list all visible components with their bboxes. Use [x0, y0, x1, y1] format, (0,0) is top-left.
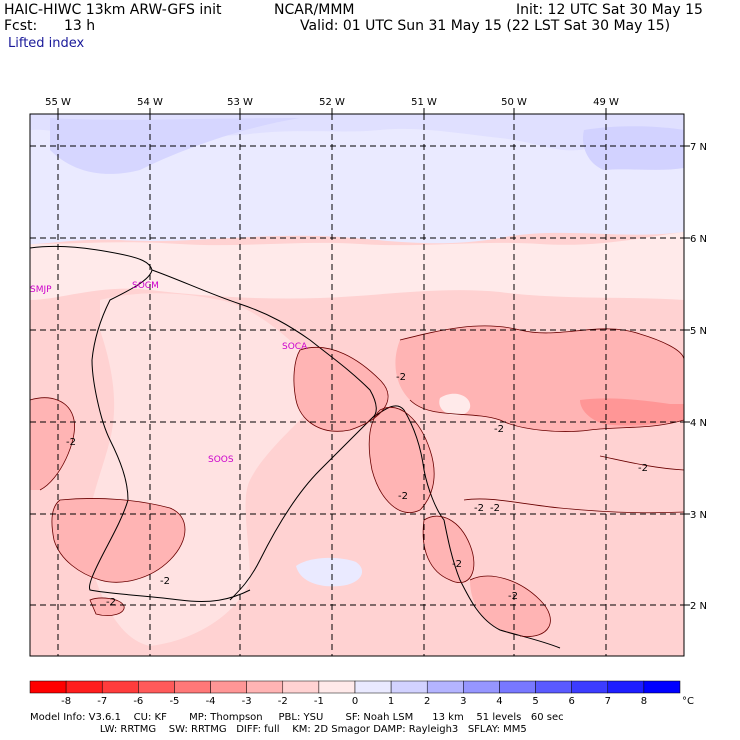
map-frame [29, 113, 685, 657]
contour-label: -2 [474, 503, 484, 514]
lon-label: 50 W [501, 97, 527, 108]
station-label: SOOS [208, 455, 234, 465]
contour-label: -2 [452, 559, 462, 570]
colorbar-tick-label: -5 [169, 696, 179, 707]
contour-lines [30, 325, 684, 637]
lon-label: 54 W [137, 97, 163, 108]
lon-label: 53 W [227, 97, 253, 108]
colorbar-swatch [138, 680, 175, 694]
model-info-line-1: Model Info: V3.6.1 CU: KF MP: Thompson P… [30, 712, 564, 723]
lat-label: 5 N [690, 326, 707, 337]
colorbar-tick-label: -4 [206, 696, 216, 707]
lat-label: 2 N [690, 601, 707, 612]
colorbar-tick-label: -2 [278, 696, 288, 707]
colorbar-swatch [535, 680, 572, 694]
colorbar-tick-label: -3 [242, 696, 252, 707]
colorbar-tick-label: 6 [568, 696, 574, 707]
colorbar-swatch [390, 680, 428, 694]
coastline [30, 245, 561, 649]
axis-ticks [57, 108, 690, 606]
contour-label: -2 [160, 576, 170, 587]
station-label: SOCA [282, 342, 308, 352]
colorbar-swatch [101, 680, 139, 694]
contour-label: -2 [398, 491, 408, 502]
colorbar-tick-label: -7 [97, 696, 107, 707]
contour-label: -2 [508, 591, 518, 602]
contour-label: -2 [66, 437, 76, 448]
colorbar-swatch [607, 680, 645, 694]
colorbar-swatch [463, 680, 500, 694]
lat-label: 4 N [690, 418, 707, 429]
colorbar-tick-label: -8 [61, 696, 71, 707]
lon-label: 51 W [411, 97, 437, 108]
model-title: HAIC-HIWC 13km ARW-GFS init [4, 2, 222, 18]
colorbar-swatch [426, 680, 464, 694]
colorbar-swatch [318, 680, 356, 694]
colorbar-swatch [29, 680, 67, 694]
colorbar-swatch [499, 680, 536, 694]
colorbar: -8 -7 -6 -5 -4 -3 -2 -1 0 1 2 3 4 5 6 7 8 °C [29, 680, 694, 707]
model-info-line-2: LW: RRTMG SW: RRTMG DIFF: full KM: 2D Sm… [30, 724, 527, 735]
colorbar-tick-label: 8 [641, 696, 647, 707]
shaded-field [30, 114, 684, 656]
colorbar-tick-label: 1 [388, 696, 394, 707]
graticule [30, 114, 684, 656]
contour-label: -2 [490, 503, 500, 514]
init-time: Init: 12 UTC Sat 30 May 15 [516, 2, 703, 18]
contour-label: -2 [638, 463, 648, 474]
colorbar-tick-label: 7 [605, 696, 611, 707]
colorbar-tick-label: 2 [424, 696, 430, 707]
colorbar-swatch [65, 680, 103, 694]
colorbar-tick-label: 4 [496, 696, 502, 707]
forecast-hour: 13 h [64, 18, 96, 34]
contour-label: -2 [396, 372, 406, 383]
station-label: SMJP [30, 285, 52, 295]
colorbar-swatch [246, 680, 284, 694]
lon-label: 52 W [319, 97, 345, 108]
forecast-label: Fcst: [4, 18, 38, 34]
colorbar-swatch [174, 680, 211, 694]
colorbar-swatch [571, 680, 609, 694]
field-name: Lifted index [8, 36, 85, 51]
colorbar-unit: °C [682, 696, 694, 707]
org-label: NCAR/MMM [274, 2, 355, 18]
colorbar-tick-label: -6 [133, 696, 143, 707]
colorbar-swatch [210, 680, 247, 694]
contour-label: -2 [494, 424, 504, 435]
colorbar-tick-label: 5 [532, 696, 538, 707]
station-label: SOCM [132, 281, 159, 291]
lon-label: 49 W [593, 97, 619, 108]
colorbar-swatch [643, 680, 681, 694]
colorbar-tick-label: 0 [352, 696, 358, 707]
colorbar-tick-label: 3 [460, 696, 466, 707]
valid-time: Valid: 01 UTC Sun 31 May 15 (22 LST Sat … [300, 18, 671, 34]
lat-label: 3 N [690, 510, 707, 521]
colorbar-swatch [354, 680, 392, 694]
lat-label: 6 N [690, 234, 707, 245]
lat-label: 7 N [690, 142, 707, 153]
contour-label: -2 [106, 597, 116, 608]
lon-label: 55 W [45, 97, 71, 108]
colorbar-swatch [282, 680, 320, 694]
colorbar-tick-label: -1 [314, 696, 324, 707]
